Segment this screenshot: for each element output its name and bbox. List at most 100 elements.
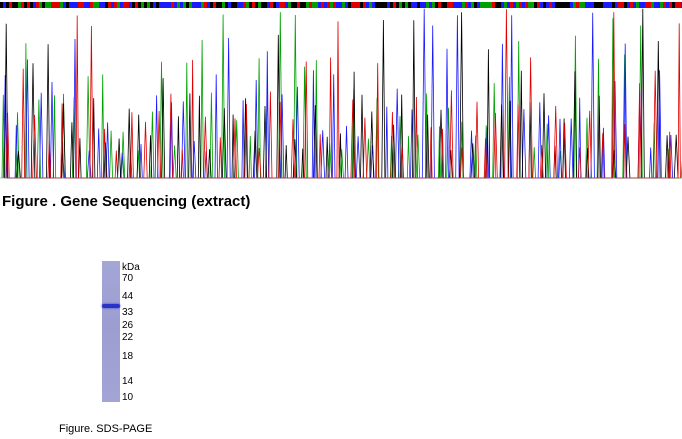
base-call-block [513, 2, 516, 8]
base-call-block [510, 2, 513, 8]
base-call-block [24, 2, 27, 8]
base-call-block [63, 2, 66, 8]
base-call-block [42, 2, 45, 8]
base-call-block [399, 2, 402, 8]
base-call-block [495, 2, 498, 8]
base-call-block [468, 2, 471, 8]
base-call-block [597, 2, 600, 8]
gel-lane [102, 261, 120, 402]
base-call-block [3, 2, 6, 8]
base-call-block [519, 2, 522, 8]
base-call-block [426, 2, 429, 8]
base-call-block [660, 2, 663, 8]
base-call-block [141, 2, 144, 8]
base-call-block [315, 2, 318, 8]
marker-label: 22 [122, 332, 134, 343]
base-call-block [207, 2, 210, 8]
base-call-block [219, 2, 222, 8]
marker-label: 18 [122, 351, 134, 362]
base-call-block [264, 2, 267, 8]
base-call-block [66, 2, 69, 8]
base-call-block [135, 2, 138, 8]
base-call-block [177, 2, 180, 8]
base-call-block [447, 2, 450, 8]
base-call-block [396, 2, 399, 8]
base-call-block [558, 2, 561, 8]
base-call-block [96, 2, 99, 8]
base-call-block [618, 2, 621, 8]
base-call-block [603, 2, 606, 8]
base-call-strip [0, 2, 682, 8]
base-call-block [255, 2, 258, 8]
base-call-block [552, 2, 555, 8]
base-call-block [474, 2, 477, 8]
base-call-block [195, 2, 198, 8]
base-call-block [75, 2, 78, 8]
base-call-block [654, 2, 657, 8]
base-call-block [273, 2, 276, 8]
base-call-block [582, 2, 585, 8]
base-call-block [540, 2, 543, 8]
base-call-block [621, 2, 624, 8]
base-call-block [150, 2, 153, 8]
base-call-block [651, 2, 654, 8]
base-call-block [594, 2, 597, 8]
sequencing-chromatogram [0, 2, 682, 179]
base-call-block [459, 2, 462, 8]
base-call-block [405, 2, 408, 8]
base-call-block [384, 2, 387, 8]
base-call-block [450, 2, 453, 8]
base-call-block [411, 2, 414, 8]
base-call-block [129, 2, 132, 8]
base-call-block [471, 2, 474, 8]
base-call-block [672, 2, 675, 8]
base-call-block [156, 2, 159, 8]
base-call-block [210, 2, 213, 8]
base-call-block [237, 2, 240, 8]
base-call-block [267, 2, 270, 8]
base-call-block [585, 2, 588, 8]
base-call-block [21, 2, 24, 8]
base-call-block [465, 2, 468, 8]
base-call-block [228, 2, 231, 8]
base-call-block [9, 2, 12, 8]
base-call-block [54, 2, 57, 8]
base-call-block [303, 2, 306, 8]
base-call-block [531, 2, 534, 8]
base-call-block [291, 2, 294, 8]
base-call-block [555, 2, 558, 8]
base-call-block [375, 2, 378, 8]
base-call-block [378, 2, 381, 8]
base-call-block [93, 2, 96, 8]
base-call-block [213, 2, 216, 8]
base-call-block [144, 2, 147, 8]
base-call-block [102, 2, 105, 8]
base-call-block [294, 2, 297, 8]
marker-label: 70 [122, 273, 134, 284]
base-call-block [39, 2, 42, 8]
base-call-block [276, 2, 279, 8]
base-call-block [309, 2, 312, 8]
marker-label: 14 [122, 376, 134, 387]
base-call-block [369, 2, 372, 8]
base-call-block [111, 2, 114, 8]
base-call-block [570, 2, 573, 8]
base-call-block [258, 2, 261, 8]
base-call-block [423, 2, 426, 8]
base-call-block [600, 2, 603, 8]
base-call-block [480, 2, 483, 8]
base-call-block [246, 2, 249, 8]
base-call-block [114, 2, 117, 8]
base-call-block [381, 2, 384, 8]
base-call-block [675, 2, 678, 8]
base-call-block [87, 2, 90, 8]
trace-channel [1, 12, 682, 179]
base-call-block [225, 2, 228, 8]
base-call-block [363, 2, 366, 8]
base-call-block [6, 2, 9, 8]
base-call-block [342, 2, 345, 8]
base-call-block [648, 2, 651, 8]
trace-peaks [1, 8, 682, 179]
base-call-block [183, 2, 186, 8]
base-call-block [216, 2, 219, 8]
